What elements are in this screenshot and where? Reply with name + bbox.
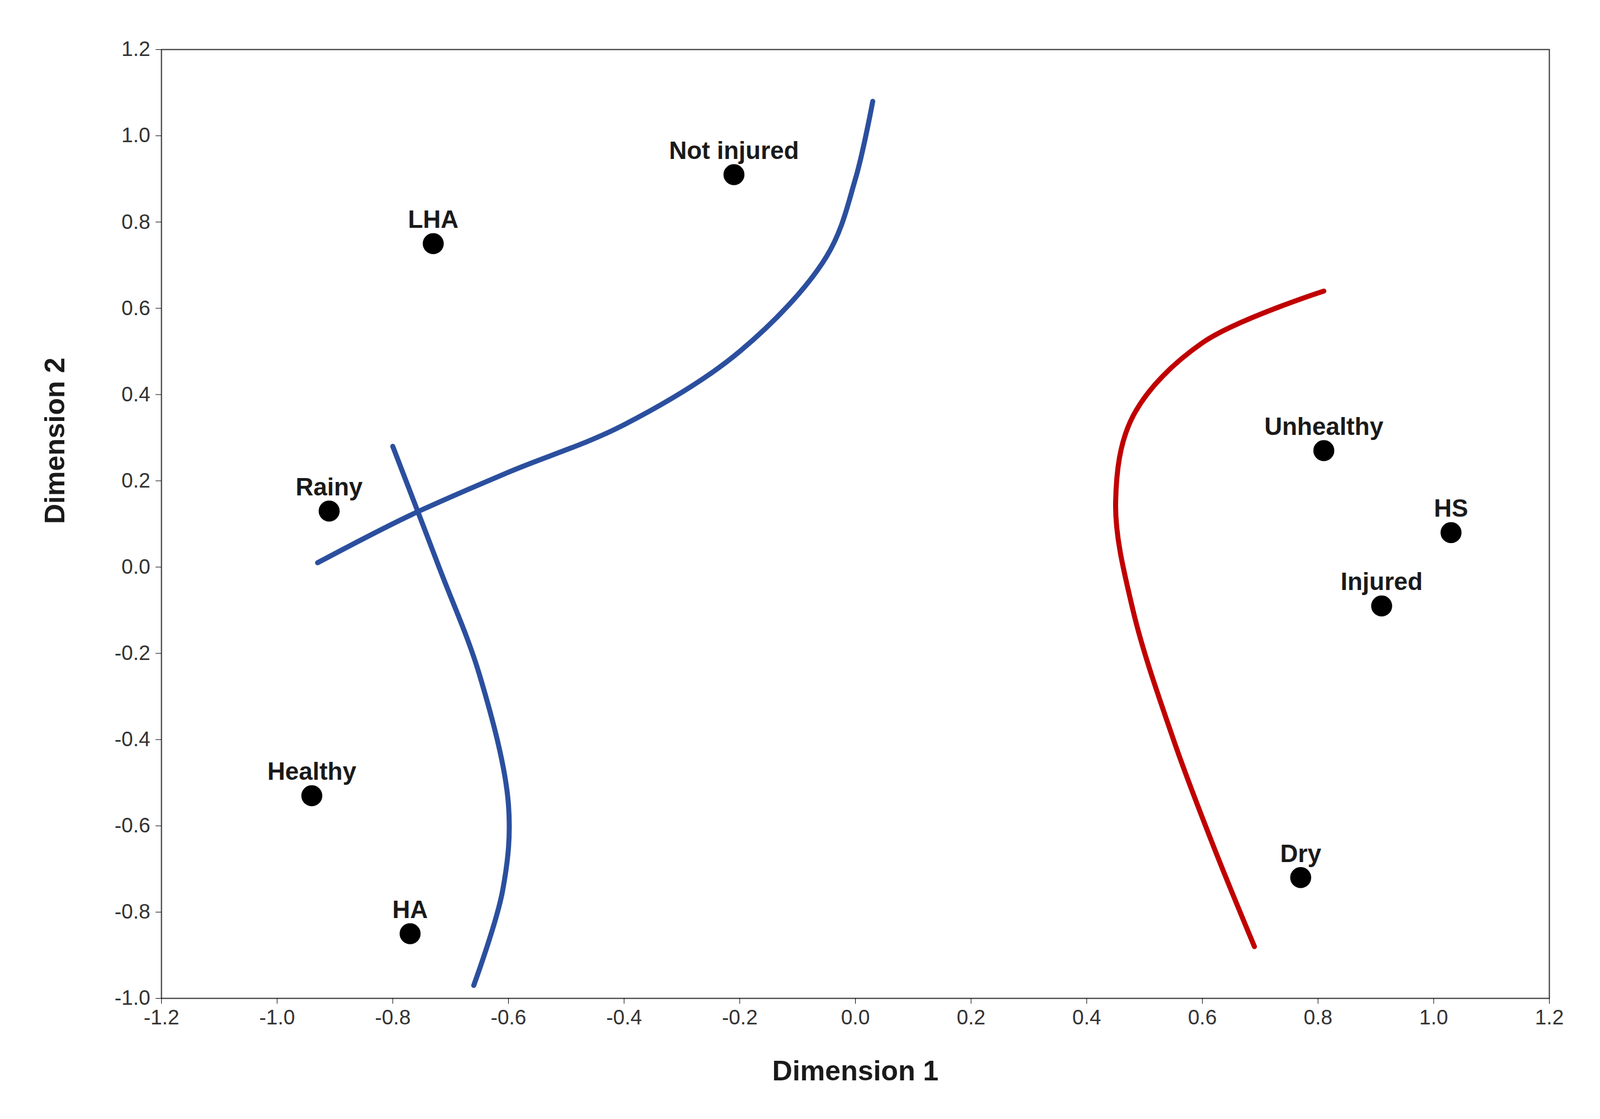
svg-text:Dimension 1: Dimension 1 bbox=[772, 1054, 939, 1087]
svg-text:0.0: 0.0 bbox=[841, 1005, 870, 1029]
svg-text:0.2: 0.2 bbox=[121, 468, 150, 492]
svg-text:0.0: 0.0 bbox=[121, 555, 150, 579]
svg-text:0.8: 0.8 bbox=[1303, 1005, 1332, 1029]
svg-text:1.0: 1.0 bbox=[1419, 1005, 1448, 1029]
svg-text:HA: HA bbox=[392, 895, 429, 923]
svg-text:Injured: Injured bbox=[1340, 567, 1423, 595]
svg-text:Healthy: Healthy bbox=[267, 757, 357, 785]
svg-text:0.6: 0.6 bbox=[1188, 1005, 1217, 1029]
svg-text:-0.4: -0.4 bbox=[606, 1005, 642, 1029]
svg-text:0.6: 0.6 bbox=[121, 296, 150, 320]
svg-text:Rainy: Rainy bbox=[295, 472, 363, 501]
svg-text:Dry: Dry bbox=[1279, 839, 1322, 867]
svg-text:-0.6: -0.6 bbox=[114, 813, 151, 837]
svg-text:Not injured: Not injured bbox=[668, 136, 799, 164]
svg-text:-1.2: -1.2 bbox=[143, 1005, 180, 1029]
svg-text:-0.2: -0.2 bbox=[721, 1005, 758, 1029]
svg-text:0.4: 0.4 bbox=[1072, 1005, 1101, 1029]
svg-text:-0.8: -0.8 bbox=[114, 899, 151, 923]
svg-text:-0.4: -0.4 bbox=[114, 727, 151, 751]
svg-text:-1.0: -1.0 bbox=[114, 986, 151, 1010]
svg-text:1.0: 1.0 bbox=[121, 123, 150, 147]
svg-text:-1.0: -1.0 bbox=[259, 1005, 295, 1029]
svg-text:1.2: 1.2 bbox=[1535, 1005, 1564, 1029]
svg-text:HS: HS bbox=[1433, 494, 1468, 522]
svg-text:0.2: 0.2 bbox=[956, 1005, 985, 1029]
svg-text:0.8: 0.8 bbox=[121, 210, 150, 234]
svg-text:Unhealthy: Unhealthy bbox=[1264, 412, 1384, 440]
svg-text:1.2: 1.2 bbox=[121, 37, 150, 61]
svg-text:-0.8: -0.8 bbox=[374, 1005, 411, 1029]
svg-text:-0.2: -0.2 bbox=[114, 641, 151, 665]
svg-text:LHA: LHA bbox=[407, 205, 459, 233]
svg-text:0.4: 0.4 bbox=[121, 382, 150, 406]
svg-text:Dimension 2: Dimension 2 bbox=[39, 357, 71, 524]
svg-text:-0.6: -0.6 bbox=[490, 1005, 527, 1029]
